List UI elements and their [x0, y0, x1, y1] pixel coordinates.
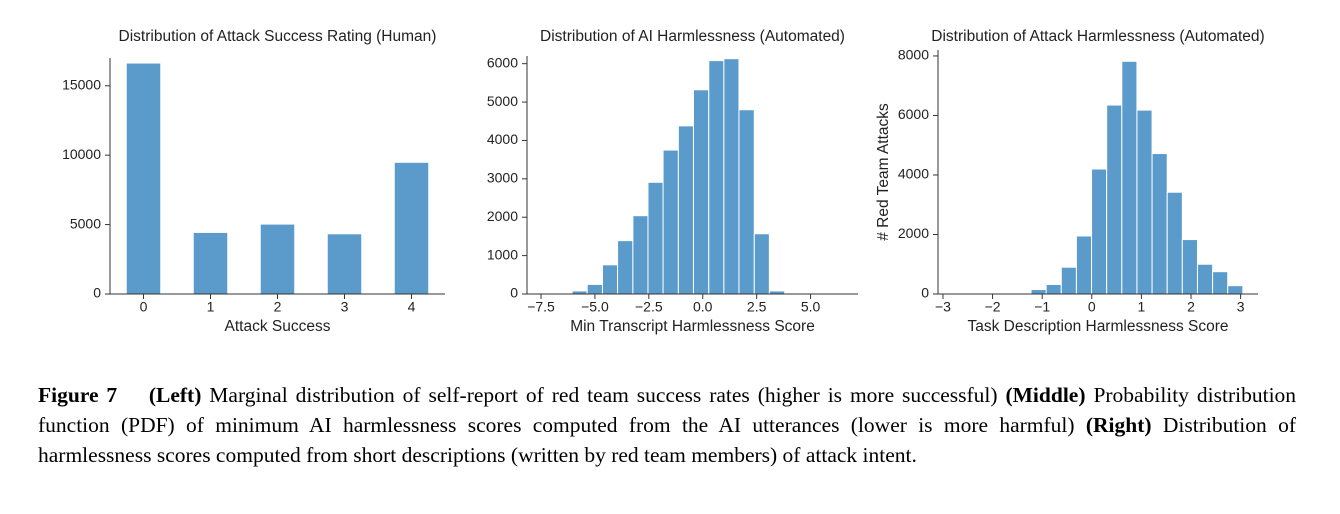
x-tick-label: 5.0	[801, 299, 821, 315]
bar	[126, 63, 161, 294]
histogram-bar	[692, 89, 710, 295]
y-tick-label: 8000	[898, 47, 929, 63]
x-tick-label: 2	[274, 299, 282, 315]
x-tick-label: 2.5	[747, 299, 767, 315]
histogram-bar	[1060, 266, 1077, 295]
y-tick-label: 6000	[898, 106, 929, 122]
histogram-bar	[677, 125, 694, 295]
y-axis-label: # Red Team Attacks	[875, 103, 892, 241]
figure-label: Figure 7	[38, 383, 118, 407]
histogram-bar	[753, 233, 770, 295]
x-tick-label: 3	[1237, 299, 1245, 315]
y-tick-label: 2000	[898, 225, 929, 241]
bar	[260, 224, 295, 294]
histogram-bar	[1106, 104, 1123, 295]
histogram-bar	[586, 283, 603, 295]
caption-text: Marginal distribution of self-report of …	[209, 383, 998, 407]
bar	[327, 234, 362, 294]
x-tick-label: 0	[1088, 299, 1096, 315]
histogram-bar	[1030, 289, 1047, 295]
caption-label: (Right)	[1085, 413, 1152, 437]
histogram-bar	[1181, 239, 1198, 295]
histogram-bar	[601, 264, 619, 295]
histogram-bar	[1136, 109, 1153, 295]
bar	[394, 162, 429, 294]
y-tick-label: 4000	[487, 131, 518, 147]
y-tick-label: 3000	[487, 170, 518, 186]
chart-title: Distribution of Attack Harmlessness (Aut…	[931, 28, 1264, 45]
x-tick-label: 1	[207, 299, 215, 315]
x-tick-label: 0.0	[693, 299, 713, 315]
x-tick-label: 2	[1187, 299, 1195, 315]
histogram-bar	[738, 109, 755, 295]
caption-text: Distribution of harmlessness scores comp…	[38, 413, 1296, 467]
histogram-bar	[1212, 271, 1229, 295]
x-tick-label: 1	[1138, 299, 1146, 315]
y-tick-label: 15000	[62, 76, 101, 92]
y-tick-label: 4000	[898, 166, 929, 182]
histogram-bar	[647, 181, 664, 295]
histogram-bar	[1166, 191, 1183, 295]
y-tick-label: 6000	[487, 54, 518, 70]
chart-title: Distribution of AI Harmlessness (Automat…	[540, 28, 845, 45]
caption-text: Probability distribution function (PDF) …	[38, 383, 1297, 437]
histogram-bar	[617, 240, 634, 295]
histogram-bar	[1151, 153, 1168, 295]
x-tick-label: 0	[140, 299, 148, 315]
caption: Figure 7 (Left) Marginal distribution of…	[38, 380, 1296, 470]
x-tick-label: −2	[985, 299, 1001, 315]
histogram-bar	[1227, 285, 1244, 295]
caption-label: (Middle)	[1005, 383, 1086, 407]
x-tick-label: −1	[1034, 299, 1050, 315]
histogram-bar	[632, 215, 649, 295]
x-tick-label: −3	[935, 299, 951, 315]
figure: Distribution of Attack Success Rating (H…	[62, 28, 1265, 335]
histogram-bar	[1091, 168, 1108, 295]
y-tick-label: 1000	[487, 246, 518, 262]
histogram-bar	[662, 149, 679, 295]
y-tick-label: 0	[510, 285, 518, 301]
caption-label: (Left)	[148, 383, 202, 407]
histogram-bar	[708, 60, 725, 295]
y-tick-label: 0	[93, 285, 101, 301]
histogram-bar	[1121, 60, 1138, 295]
histogram-bar	[723, 58, 740, 295]
histogram-bar	[1045, 283, 1062, 295]
y-tick-label: 10000	[62, 146, 101, 162]
x-axis-label: Task Description Harmlessness Score	[967, 318, 1228, 335]
histogram-bar	[1075, 235, 1093, 295]
bar	[193, 232, 228, 294]
x-tick-label: −5.0	[581, 299, 609, 315]
y-tick-label: 5000	[70, 215, 101, 231]
x-tick-label: −2.5	[635, 299, 663, 315]
y-tick-label: 5000	[487, 93, 518, 109]
x-axis-label: Min Transcript Harmlessness Score	[570, 318, 815, 335]
x-tick-label: 3	[341, 299, 349, 315]
y-tick-label: 0	[921, 285, 929, 301]
x-axis-label: Attack Success	[225, 318, 331, 335]
x-tick-label: 4	[408, 299, 416, 315]
chart-title: Distribution of Attack Success Rating (H…	[119, 28, 437, 45]
x-tick-label: −7.5	[527, 299, 555, 315]
histogram-bar	[1196, 263, 1214, 295]
y-tick-label: 2000	[487, 208, 518, 224]
